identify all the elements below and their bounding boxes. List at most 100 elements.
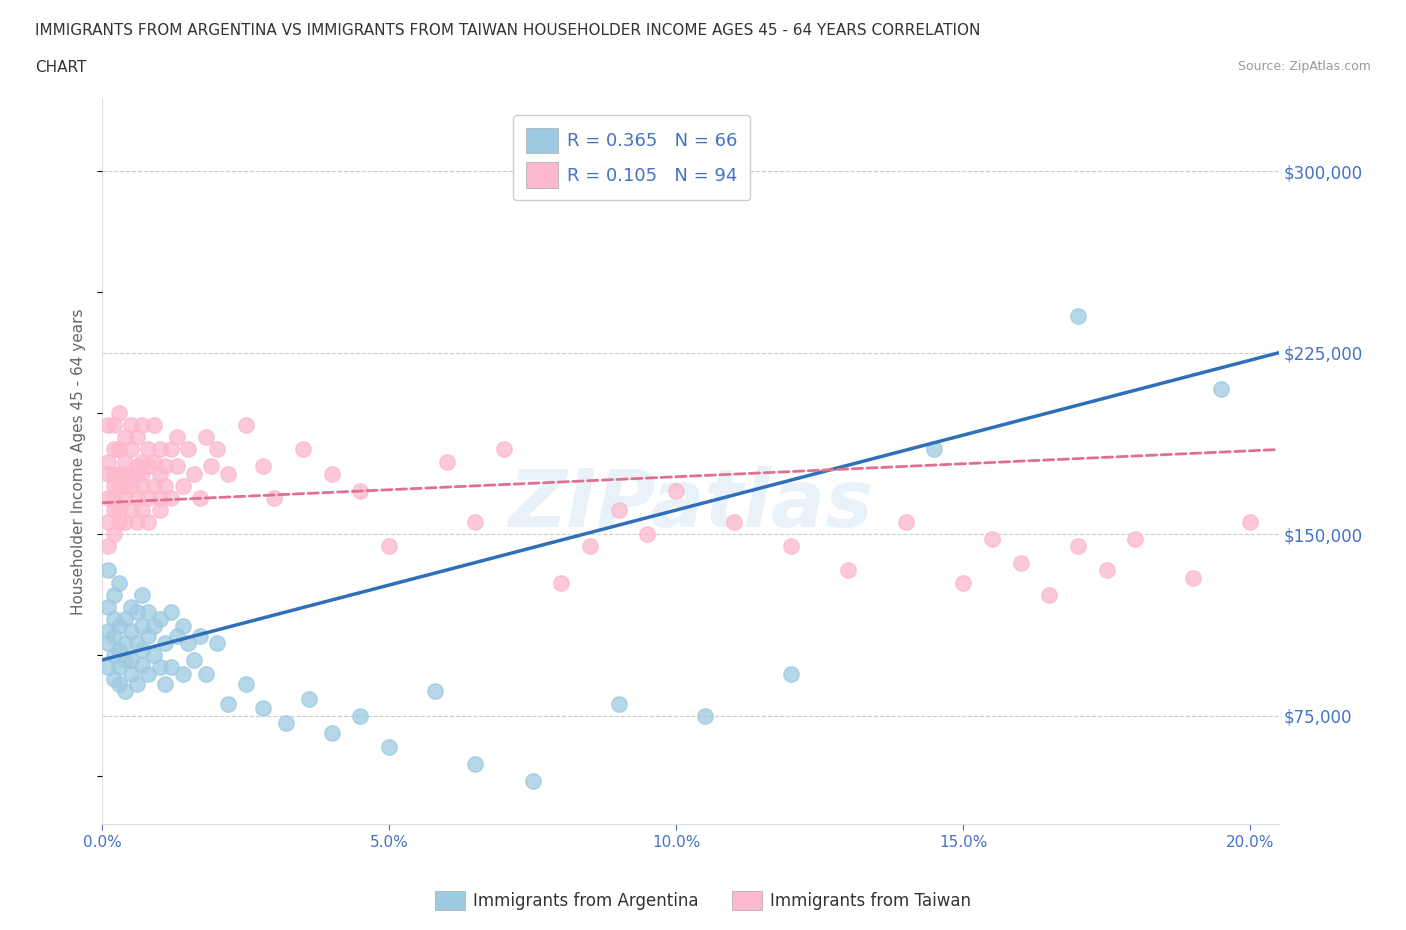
Point bbox=[1239, 514, 1261, 529]
Point bbox=[103, 629, 125, 644]
Point bbox=[120, 478, 142, 493]
Point bbox=[131, 454, 153, 469]
Point bbox=[108, 659, 131, 674]
Point bbox=[952, 575, 974, 590]
Point bbox=[166, 430, 188, 445]
Point bbox=[103, 611, 125, 626]
Point bbox=[321, 466, 343, 481]
Point bbox=[108, 466, 131, 481]
Point bbox=[205, 635, 228, 650]
Point bbox=[149, 502, 172, 517]
Point bbox=[183, 653, 205, 668]
Point bbox=[183, 466, 205, 481]
Point bbox=[177, 442, 200, 457]
Point bbox=[125, 604, 148, 619]
Point bbox=[108, 405, 131, 420]
Point bbox=[97, 563, 120, 578]
Point bbox=[97, 599, 120, 614]
Point bbox=[114, 611, 136, 626]
Point bbox=[108, 442, 131, 457]
Legend: Immigrants from Argentina, Immigrants from Taiwan: Immigrants from Argentina, Immigrants fr… bbox=[427, 884, 979, 917]
Point bbox=[136, 459, 159, 474]
Point bbox=[423, 684, 446, 698]
Point bbox=[114, 490, 136, 505]
Point bbox=[114, 466, 136, 481]
Point bbox=[131, 466, 153, 481]
Text: ZIPatlas: ZIPatlas bbox=[508, 466, 873, 544]
Point bbox=[321, 725, 343, 740]
Point bbox=[97, 635, 120, 650]
Point bbox=[194, 430, 217, 445]
Point bbox=[149, 466, 172, 481]
Point bbox=[136, 442, 159, 457]
Point bbox=[1095, 563, 1118, 578]
Point bbox=[125, 430, 148, 445]
Point bbox=[149, 442, 172, 457]
Point bbox=[114, 514, 136, 529]
Point bbox=[103, 442, 125, 457]
Point bbox=[120, 599, 142, 614]
Point bbox=[607, 502, 630, 517]
Point bbox=[108, 514, 131, 529]
Point bbox=[436, 454, 458, 469]
Point bbox=[160, 442, 183, 457]
Point bbox=[97, 454, 120, 469]
Point bbox=[780, 667, 803, 682]
Point bbox=[114, 454, 136, 469]
Point bbox=[636, 526, 658, 541]
Point bbox=[378, 739, 401, 754]
Point bbox=[924, 442, 946, 457]
Point bbox=[194, 667, 217, 682]
Point bbox=[136, 604, 159, 619]
Point bbox=[120, 667, 142, 682]
Point bbox=[188, 629, 211, 644]
Point bbox=[97, 466, 120, 481]
Point bbox=[125, 490, 148, 505]
Point bbox=[1067, 538, 1090, 553]
Legend: R = 0.365   N = 66, R = 0.105   N = 94: R = 0.365 N = 66, R = 0.105 N = 94 bbox=[513, 115, 751, 200]
Point bbox=[97, 538, 120, 553]
Point bbox=[125, 466, 148, 481]
Point bbox=[894, 514, 917, 529]
Point bbox=[464, 514, 486, 529]
Point bbox=[108, 643, 131, 658]
Point bbox=[188, 490, 211, 505]
Point bbox=[114, 635, 136, 650]
Point bbox=[166, 459, 188, 474]
Point bbox=[263, 490, 285, 505]
Point bbox=[378, 538, 401, 553]
Point bbox=[155, 459, 177, 474]
Point bbox=[125, 514, 148, 529]
Point bbox=[274, 715, 297, 730]
Point bbox=[103, 587, 125, 602]
Point bbox=[693, 708, 716, 723]
Point bbox=[205, 442, 228, 457]
Point bbox=[131, 502, 153, 517]
Point bbox=[120, 623, 142, 638]
Point bbox=[114, 684, 136, 698]
Point bbox=[108, 442, 131, 457]
Point bbox=[155, 677, 177, 692]
Point bbox=[149, 611, 172, 626]
Point bbox=[131, 658, 153, 672]
Point bbox=[252, 459, 274, 474]
Point bbox=[218, 696, 240, 711]
Point bbox=[136, 514, 159, 529]
Point bbox=[125, 459, 148, 474]
Point bbox=[980, 532, 1002, 547]
Point bbox=[177, 635, 200, 650]
Point bbox=[349, 484, 371, 498]
Point bbox=[114, 430, 136, 445]
Point bbox=[218, 466, 240, 481]
Point bbox=[108, 677, 131, 692]
Point bbox=[103, 671, 125, 686]
Point bbox=[149, 659, 172, 674]
Point bbox=[131, 478, 153, 493]
Point bbox=[103, 478, 125, 493]
Point bbox=[103, 418, 125, 432]
Point bbox=[1067, 309, 1090, 324]
Point bbox=[108, 502, 131, 517]
Point bbox=[108, 575, 131, 590]
Point bbox=[292, 442, 315, 457]
Point bbox=[723, 514, 745, 529]
